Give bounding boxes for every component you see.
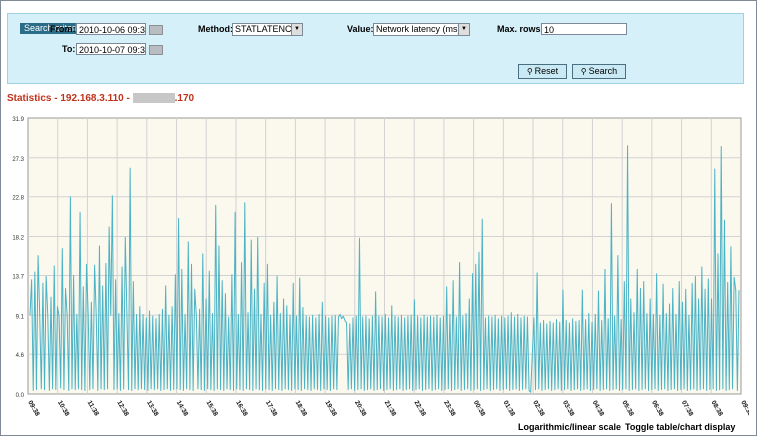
reset-button[interactable]: ⚲ Reset — [518, 64, 567, 79]
x-tick-label: 13:38 — [145, 400, 160, 418]
y-tick-label: 9.1 — [16, 314, 25, 320]
search-criteria-panel: Search criteria From: 2010-10-06 09:38 T… — [7, 13, 744, 84]
y-tick-label: 0.0 — [16, 393, 25, 399]
method-select-value: STATLATENC — [235, 24, 292, 34]
x-tick-label: 02:38 — [531, 400, 546, 418]
chevron-down-icon: ▼ — [458, 24, 469, 35]
to-calendar-icon[interactable] — [149, 45, 163, 55]
x-tick-label: 06:38 — [650, 400, 665, 418]
to-date-field[interactable]: 2010-10-07 09:38 — [76, 43, 146, 55]
x-tick-label: 11:38 — [86, 400, 100, 418]
toggle-table-chart-link[interactable]: Toggle table/chart display — [625, 422, 736, 432]
search-criteria-title: Search criteria — [20, 23, 87, 34]
latency-chart: 31.927.322.818.213.79.14.60.009:38 10:38 1… — [12, 117, 749, 418]
y-tick-label: 22.8 — [12, 196, 24, 202]
value-select-value: Network latency (ms) — [376, 24, 461, 34]
x-tick-label: 08:38 — [710, 400, 725, 418]
method-label: Method: — [198, 24, 233, 34]
x-tick-label: 01:38 — [502, 400, 517, 418]
y-tick-label: 31.9 — [12, 117, 24, 123]
search-icon: ⚲ — [526, 67, 533, 76]
statistics-title-prefix: Statistics - 192.168.3.110 - — [7, 93, 133, 104]
log-linear-scale-link[interactable]: Logarithmic/linear scale — [518, 422, 622, 432]
x-tick-label: 00:38 — [472, 400, 487, 418]
max-rows-label: Max. rows: — [497, 24, 544, 34]
method-select[interactable]: STATLATENC ▼ — [232, 23, 303, 36]
search-button[interactable]: ⚲ Search — [572, 64, 626, 79]
statistics-title-suffix: .170 — [174, 93, 195, 104]
x-tick-label: 05:38 — [620, 400, 635, 418]
reset-button-label: Reset — [534, 66, 559, 76]
y-tick-label: 27.3 — [12, 157, 24, 163]
statistics-title: Statistics - 192.168.3.110 - .170 — [7, 93, 194, 104]
x-tick-label: 03:38 — [561, 400, 576, 418]
x-tick-label: 12:38 — [115, 400, 130, 418]
value-label: Value: — [347, 24, 374, 34]
search-icon: ⚲ — [580, 67, 587, 76]
x-tick-label: 15:38 — [205, 400, 220, 418]
latency-series-line — [29, 145, 740, 393]
from-date-field[interactable]: 2010-10-06 09:38 — [76, 23, 146, 35]
chevron-down-icon: ▼ — [291, 24, 302, 35]
search-button-label: Search — [588, 66, 618, 76]
x-tick-label: 04:38 — [591, 400, 606, 418]
x-tick-label: 14:38 — [175, 400, 190, 418]
y-tick-label: 4.6 — [16, 353, 25, 359]
x-tick-label: 18:38 — [294, 400, 309, 418]
x-tick-label: 22:38 — [412, 400, 427, 418]
x-tick-label: 09:38 — [739, 400, 749, 418]
redacted-address — [132, 93, 175, 104]
x-tick-label: 17:38 — [264, 400, 279, 418]
value-select[interactable]: Network latency (ms) ▼ — [373, 23, 470, 36]
from-label: From: — [50, 24, 76, 34]
x-tick-label: 20:38 — [353, 400, 368, 418]
to-label: To: — [62, 44, 76, 54]
x-tick-label: 21:38 — [383, 400, 398, 418]
x-tick-label: 09:38 — [26, 400, 41, 418]
x-tick-label: 23:38 — [442, 400, 457, 418]
y-tick-label: 18.2 — [12, 236, 24, 242]
x-tick-label: 10:38 — [56, 400, 71, 418]
x-tick-label: 07:38 — [680, 400, 695, 418]
max-rows-field[interactable]: 10 — [541, 23, 627, 35]
x-tick-label: 16:38 — [234, 400, 249, 418]
y-tick-label: 13.7 — [12, 274, 24, 280]
from-calendar-icon[interactable] — [149, 25, 163, 35]
x-tick-label: 19:38 — [323, 400, 338, 418]
